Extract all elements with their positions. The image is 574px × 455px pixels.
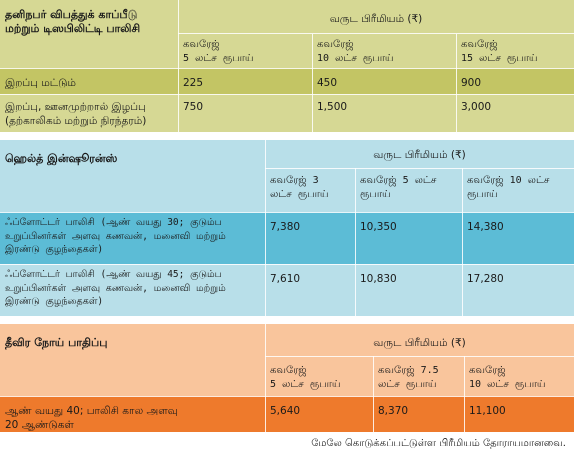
divider: [0, 68, 574, 69]
footnote: மேலே கொடுக்கப்பட்டுள்ள பிரீமியம் தோராயமா…: [311, 438, 566, 449]
accident-coverage-1: கவரேஜ் 5 லட்ச ரூபாய்: [183, 39, 254, 64]
health-row-2-bg: [0, 264, 574, 316]
accident-row-1-value-2: 450: [317, 77, 338, 89]
divider: [265, 168, 574, 169]
accident-insurance-table: தனிநபர் விபத்துக் காப்பீடு மற்றும் டிஸபி…: [0, 0, 574, 132]
health-coverage-3: கவரேஜ் 10 லட்ச ரூபாய்: [467, 175, 550, 200]
accident-row-1-value-1: 225: [183, 77, 204, 89]
divider: [178, 33, 574, 34]
critical-premium-header: வருட பிரீமியம் (₹): [373, 337, 466, 349]
accident-title: தனிநபர் விபத்துக் காப்பீடு மற்றும் டிஸபி…: [5, 8, 141, 35]
divider: [0, 264, 574, 265]
accident-row-1-bg: [0, 68, 574, 94]
divider: [0, 396, 574, 397]
health-row-2-value-1: 7,610: [270, 273, 301, 285]
health-premium-header: வருட பிரீமியம் (₹): [373, 149, 466, 161]
health-row-1-value-1: 7,380: [270, 221, 301, 233]
critical-row-value-3: 11,100: [469, 405, 506, 417]
accident-row-2-value-3: 3,000: [461, 101, 492, 113]
divider: [456, 34, 457, 132]
accident-row-1-label: இறப்பு மட்டும்: [5, 77, 76, 89]
accident-row-1-value-3: 900: [461, 77, 482, 89]
health-row-2-value-2: 10,830: [360, 273, 397, 285]
critical-row-value-1: 5,640: [270, 405, 301, 417]
divider: [0, 94, 574, 95]
health-row-2-value-3: 17,280: [467, 273, 504, 285]
critical-coverage-1: கவரேஜ் 5 லட்ச ரூபாய்: [270, 365, 341, 390]
critical-illness-table: தீவிர நோய் பாதிப்பு வருட பிரீமியம் (₹) க…: [0, 324, 574, 432]
critical-coverage-2: கவரேஜ் 7.5 லட்ச ரூபாய்: [378, 365, 439, 390]
divider: [0, 212, 574, 213]
accident-row-2-value-2: 1,500: [317, 101, 348, 113]
critical-header-bg: [0, 324, 574, 396]
health-title: ஹெல்த் இன்ஷூரன்ஸ்: [5, 152, 118, 165]
accident-coverage-3: கவரேஜ் 15 லட்ச ரூபாய்: [461, 39, 538, 64]
health-header-bg: [0, 140, 574, 212]
accident-row-2-label: இறப்பு, ஊனமுற்றால் இழப்பு (தற்காலிகம் மற்…: [5, 101, 147, 127]
health-row-2-label: ஃப்ளோட்டர் பாலிசி (ஆண் வயது 45; குடும்ப உ…: [5, 269, 226, 307]
divider: [355, 168, 356, 316]
divider: [178, 0, 179, 132]
health-coverage-1: கவரேஜ் 3 லட்ச ரூபாய்: [270, 175, 329, 200]
health-row-1-bg: [0, 212, 574, 264]
health-row-1-value-2: 10,350: [360, 221, 397, 233]
critical-coverage-3: கவரேஜ் 10 லட்ச ரூபாய்: [469, 365, 546, 390]
accident-row-2-bg: [0, 94, 574, 132]
health-row-1-label: ஃப்ளோட்டர் பாலிசி (ஆண் வயது 30; குடும்ப உ…: [5, 217, 226, 255]
health-insurance-table: ஹெல்த் இன்ஷூரன்ஸ் வருட பிரீமியம் (₹) கவர…: [0, 140, 574, 316]
divider: [462, 168, 463, 316]
critical-row-label: ஆண் வயது 40; பாலிசி கால அளவு 20 ஆண்டுகள்: [5, 405, 178, 431]
critical-row-value-2: 8,370: [378, 405, 409, 417]
divider: [312, 34, 313, 132]
divider: [464, 356, 465, 432]
divider: [265, 324, 266, 432]
divider: [265, 140, 266, 316]
health-row-1-value-3: 14,380: [467, 221, 504, 233]
accident-row-2-value-1: 750: [183, 101, 204, 113]
accident-header-bg: [0, 0, 574, 68]
accident-premium-header: வருட பிரீமியம் (₹): [329, 13, 423, 25]
critical-row-bg: [0, 396, 574, 432]
divider: [373, 356, 374, 432]
divider: [265, 356, 574, 357]
accident-coverage-2: கவரேஜ் 10 லட்ச ரூபாய்: [317, 39, 394, 64]
critical-title: தீவிர நோய் பாதிப்பு: [5, 336, 108, 349]
health-coverage-2: கவரேஜ் 5 லட்ச ரூபாய்: [360, 175, 437, 200]
